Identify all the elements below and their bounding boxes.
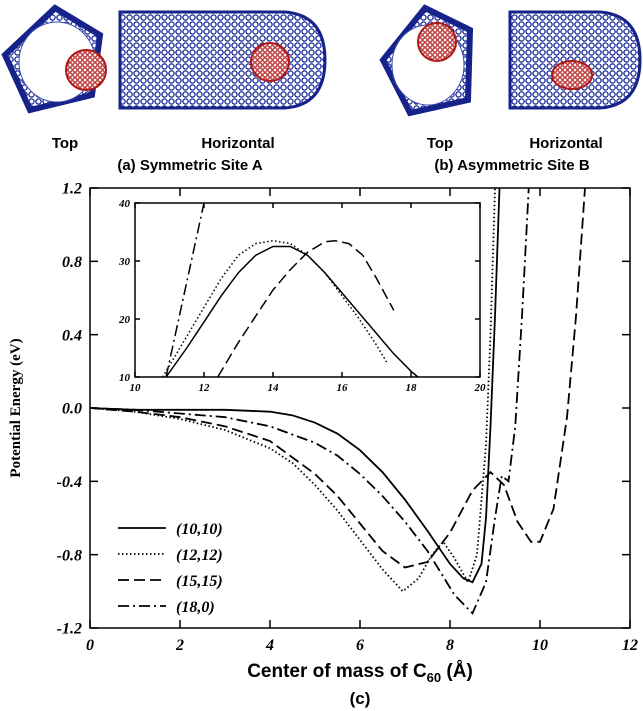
- x-tick-label: 10: [130, 382, 142, 394]
- legend-label: (18,0): [176, 599, 215, 616]
- molecule-images-a: [5, 8, 325, 110]
- x-tick-label: 2: [175, 637, 184, 654]
- legend-label: (12,12): [176, 547, 223, 564]
- y-tick-label: 1.2: [62, 181, 82, 198]
- panel-caption: (a) Symmetric Site A: [117, 157, 262, 174]
- legend-label: (15,15): [176, 573, 223, 590]
- figure-caption: (c): [350, 689, 371, 708]
- y-tick-label: 10: [119, 372, 131, 384]
- legend-label: (10,10): [176, 521, 223, 538]
- x-tick-label: 8: [446, 637, 454, 654]
- y-tick-label: -1.2: [57, 621, 82, 638]
- y-tick-label: 30: [118, 256, 131, 268]
- x-tick-label: 16: [337, 382, 349, 394]
- x-tick-label: 0: [86, 637, 94, 654]
- view-label: Horizontal: [201, 135, 274, 152]
- panel-caption: (b) Asymmetric Site B: [434, 157, 589, 174]
- x-axis-label-suffix: (Å): [441, 661, 473, 682]
- plot: 10 12 14 16 18 20 10 20 30 40: [118, 198, 486, 394]
- x-tick-label: 18: [406, 382, 418, 394]
- y-tick-label: 40: [118, 198, 131, 210]
- view-label: Horizontal: [529, 135, 602, 152]
- x-axis-label: Center of mass of C60 (Å): [247, 661, 473, 685]
- y-tick-label: 0.8: [62, 254, 82, 271]
- x-axis-label-text: Center of mass of C: [247, 661, 427, 682]
- x-tick-label: 4: [265, 637, 274, 654]
- x-axis-label-subscript: 60: [427, 670, 441, 685]
- x-tick-label: 12: [199, 382, 211, 394]
- y-axis-label: Potential Energy (eV): [8, 338, 24, 477]
- y-tick-label: -0.4: [57, 474, 82, 491]
- molecule-images-b: [383, 8, 640, 113]
- view-label: Top: [52, 135, 78, 152]
- x-tick-label: 20: [474, 382, 487, 394]
- y-tick-label: 20: [118, 314, 131, 326]
- plot-area: [135, 203, 480, 377]
- y-tick-label: 0.4: [62, 327, 82, 344]
- x-tick-label: 10: [532, 637, 548, 654]
- x-tick-label: 6: [356, 637, 364, 654]
- figure: Top Horizontal (a) Symmetric Site A Top …: [0, 0, 643, 711]
- x-tick-label: 12: [622, 637, 638, 654]
- y-tick-label: -0.8: [57, 547, 82, 564]
- y-tick-label: 0.0: [62, 401, 82, 418]
- x-tick-label: 14: [268, 382, 280, 394]
- view-label: Top: [427, 135, 453, 152]
